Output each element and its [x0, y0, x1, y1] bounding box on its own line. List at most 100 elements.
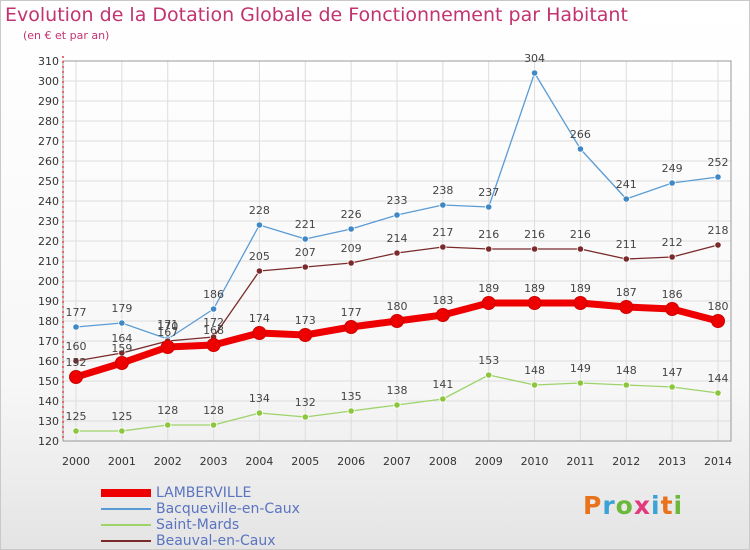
y-tick-label: 310	[38, 55, 59, 68]
data-point	[347, 259, 355, 267]
data-point	[209, 305, 218, 313]
y-tick-label: 130	[38, 415, 59, 428]
legend-label: Beauval-en-Caux	[156, 533, 276, 549]
data-label: 134	[249, 392, 270, 405]
data-point	[573, 296, 588, 310]
y-tick-label: 230	[38, 215, 59, 228]
data-label: 226	[341, 208, 362, 221]
data-label: 125	[66, 410, 87, 423]
data-label: 180	[387, 300, 408, 313]
data-label: 135	[341, 390, 362, 403]
data-label: 183	[432, 294, 453, 307]
legend-swatch	[101, 540, 151, 542]
data-point	[485, 371, 493, 379]
data-label: 152	[66, 356, 87, 369]
y-tick-label: 150	[38, 375, 59, 388]
data-point	[665, 302, 680, 316]
data-point	[114, 356, 129, 370]
data-point	[72, 357, 80, 365]
data-label: 164	[111, 332, 132, 345]
data-label: 241	[616, 178, 637, 191]
data-label: 212	[662, 236, 683, 249]
y-tick-label: 140	[38, 395, 59, 408]
data-label: 214	[387, 232, 408, 245]
data-label: 170	[157, 320, 178, 333]
data-label: 189	[524, 282, 545, 295]
x-tick-label: 2000	[62, 455, 90, 468]
x-tick-label: 2014	[704, 455, 732, 468]
data-point	[576, 245, 585, 253]
data-label: 147	[662, 366, 683, 379]
x-tick-label: 2008	[429, 455, 457, 468]
data-label: 216	[524, 228, 545, 241]
data-point	[393, 249, 401, 257]
x-tick-label: 2005	[291, 455, 319, 468]
data-point	[255, 409, 264, 417]
data-point	[714, 173, 722, 181]
data-point	[668, 253, 676, 261]
data-point	[393, 211, 401, 219]
y-tick-label: 210	[38, 255, 59, 268]
data-label: 148	[616, 364, 637, 377]
data-label: 237	[478, 186, 499, 199]
data-label: 141	[432, 378, 453, 391]
data-point	[72, 427, 80, 435]
data-point	[485, 203, 493, 211]
data-label: 249	[662, 162, 683, 175]
data-label: 207	[295, 246, 316, 259]
proxiti-logo: Proxiti	[583, 491, 683, 520]
y-tick-label: 270	[38, 135, 59, 148]
data-point	[439, 201, 447, 209]
data-point	[530, 69, 539, 77]
data-point	[622, 195, 630, 203]
logo-letter: t	[660, 491, 674, 520]
legend: LAMBERVILLE Bacqueville-en-Caux Saint-Mard…	[101, 485, 300, 549]
x-tick-label: 2012	[612, 455, 640, 468]
data-point	[255, 267, 264, 275]
legend-label: Bacqueville-en-Caux	[156, 501, 300, 517]
data-point	[347, 225, 355, 233]
data-point	[714, 389, 722, 397]
data-point	[576, 145, 585, 153]
data-point	[390, 314, 404, 328]
legend-item: Beauval-en-Caux	[101, 533, 300, 549]
logo-letter: i	[673, 491, 684, 520]
data-label: 144	[708, 372, 729, 385]
data-point	[301, 263, 309, 271]
y-tick-label: 300	[38, 75, 59, 88]
legend-swatch	[101, 489, 151, 497]
data-label: 168	[203, 324, 224, 337]
data-point	[69, 370, 83, 384]
data-label: 153	[478, 354, 499, 367]
data-label: 205	[249, 250, 270, 263]
legend-swatch	[101, 524, 151, 526]
data-label: 149	[570, 362, 591, 375]
data-label: 174	[249, 312, 270, 325]
data-label: 209	[341, 242, 362, 255]
data-label: 216	[478, 228, 499, 241]
logo-letter: i	[651, 491, 661, 520]
logo-letter: r	[602, 491, 616, 520]
data-point	[622, 381, 630, 389]
data-point	[622, 255, 630, 263]
x-tick-label: 2007	[383, 455, 411, 468]
x-tick-label: 2013	[658, 455, 686, 468]
data-label: 172	[203, 316, 224, 329]
x-tick-label: 2001	[108, 455, 136, 468]
data-point	[298, 328, 313, 342]
y-tick-label: 170	[38, 335, 59, 348]
data-label: 179	[111, 302, 132, 315]
data-point	[435, 308, 450, 322]
data-point	[530, 245, 539, 253]
y-tick-label: 200	[38, 275, 59, 288]
data-point	[344, 320, 359, 334]
y-tick-label: 120	[38, 435, 59, 448]
logo-letter: x	[633, 491, 651, 520]
data-point	[255, 221, 264, 229]
data-label: 171	[157, 318, 178, 331]
data-point	[252, 326, 267, 340]
data-point	[481, 296, 496, 310]
data-label: 238	[432, 184, 453, 197]
